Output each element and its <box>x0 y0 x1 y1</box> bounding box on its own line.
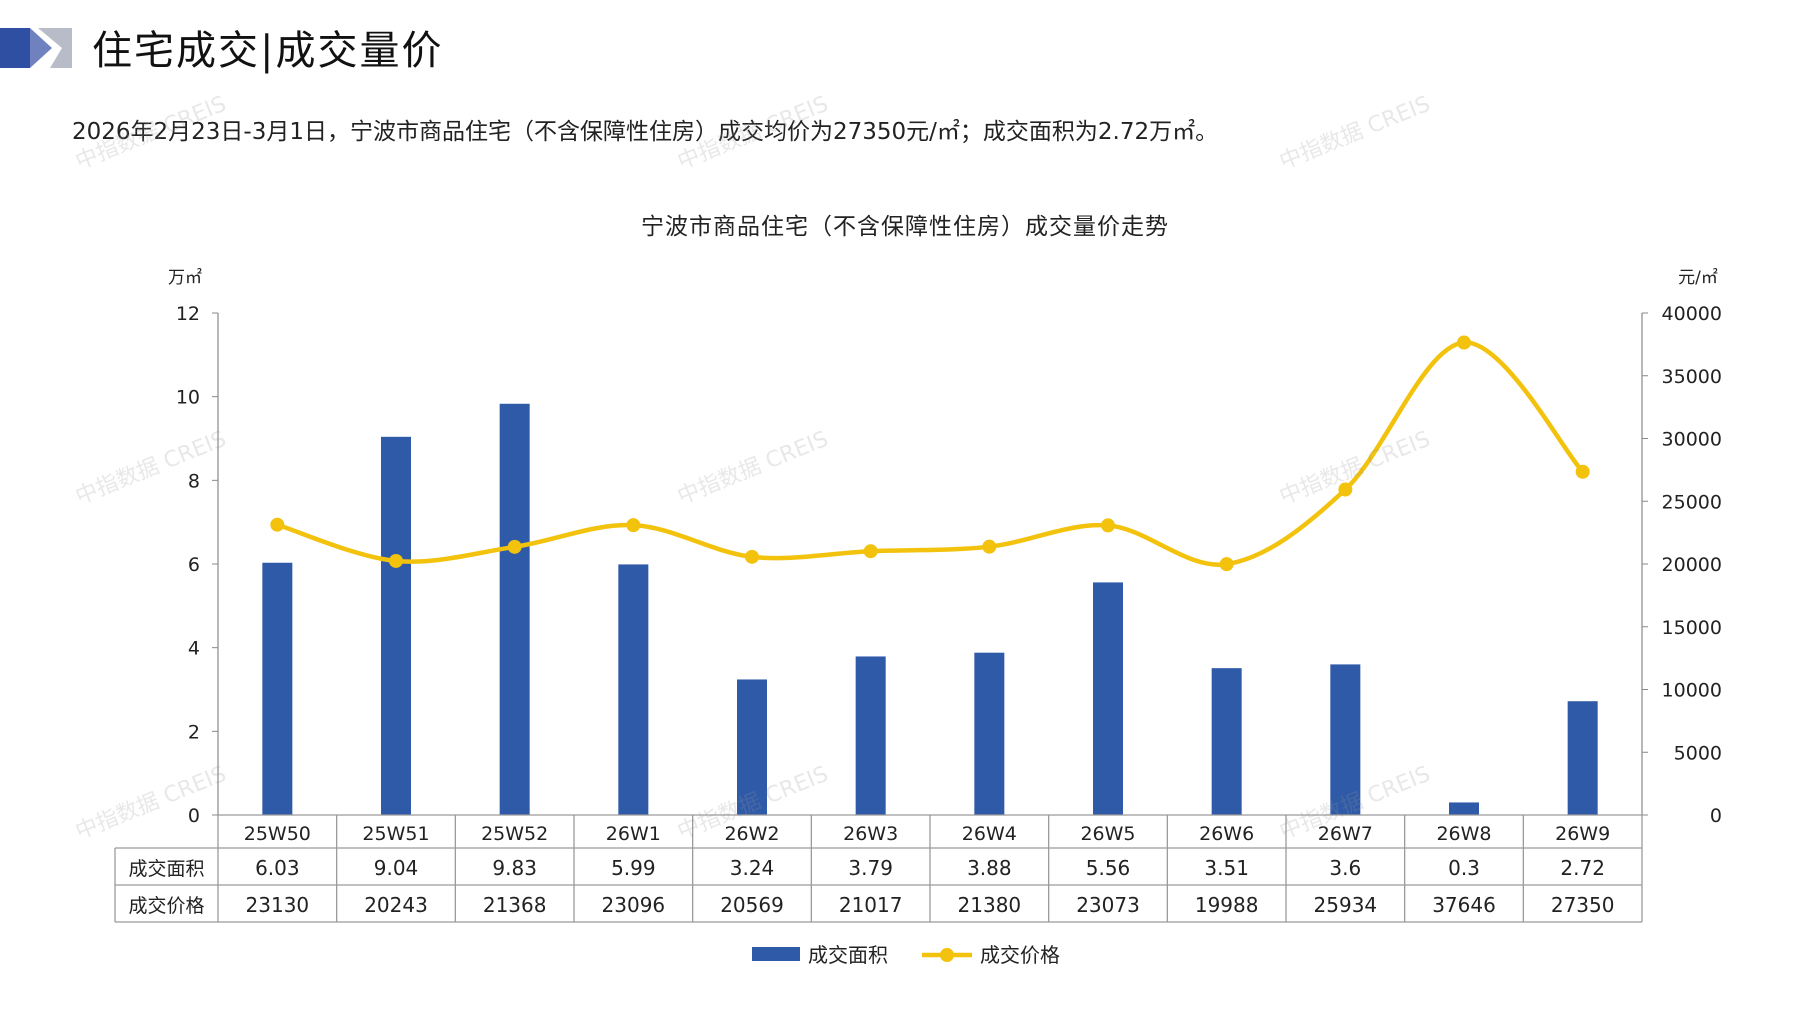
y-left-tick-label: 2 <box>188 721 200 743</box>
price-data-label: 23073 <box>1076 893 1140 917</box>
price-point <box>626 518 641 533</box>
area-data-label: 9.83 <box>492 856 537 880</box>
x-tick-label: 26W2 <box>724 823 779 845</box>
x-tick-label: 26W7 <box>1318 823 1373 845</box>
x-tick-label: 26W9 <box>1555 823 1610 845</box>
bar <box>381 436 411 815</box>
table-row-header: 成交价格 <box>128 895 204 917</box>
y-left-tick-label: 12 <box>176 303 200 325</box>
y-left-tick-label: 10 <box>176 387 200 409</box>
legend-bar-label: 成交面积 <box>808 943 888 967</box>
area-data-label: 2.72 <box>1560 856 1605 880</box>
price-point <box>270 517 285 532</box>
area-data-label: 0.3 <box>1448 856 1480 880</box>
x-tick-label: 26W4 <box>962 823 1017 845</box>
y-left-tick-label: 0 <box>188 805 200 827</box>
area-data-label: 9.04 <box>374 856 419 880</box>
y-right-tick-label: 40000 <box>1662 303 1722 325</box>
x-tick-label: 26W3 <box>843 823 898 845</box>
y-left-unit: 万㎡ <box>168 268 202 288</box>
table-row-header: 成交面积 <box>128 858 204 880</box>
x-tick-label: 25W52 <box>481 823 548 845</box>
x-tick-label: 25W51 <box>362 823 429 845</box>
bar <box>737 679 767 815</box>
price-data-label: 21017 <box>839 893 903 917</box>
y-right-tick-label: 15000 <box>1662 617 1722 639</box>
x-tick-label: 25W50 <box>244 823 311 845</box>
bar <box>499 403 530 815</box>
price-point <box>863 544 878 559</box>
y-right-tick-label: 35000 <box>1662 366 1722 388</box>
bar <box>974 652 1005 815</box>
price-point <box>507 539 522 554</box>
y-right-tick-label: 10000 <box>1662 680 1722 702</box>
price-data-label: 27350 <box>1551 893 1615 917</box>
area-data-label: 3.79 <box>848 856 893 880</box>
y-right-tick-label: 30000 <box>1662 429 1722 451</box>
y-right-unit: 元/㎡ <box>1678 268 1718 288</box>
price-data-label: 37646 <box>1432 893 1496 917</box>
legend-line-label: 成交价格 <box>980 943 1060 967</box>
x-tick-label: 26W5 <box>1080 823 1135 845</box>
area-data-label: 5.99 <box>611 856 656 880</box>
logo-light-block <box>38 28 72 68</box>
y-right-tick-label: 0 <box>1710 805 1722 827</box>
price-data-label: 19988 <box>1195 893 1259 917</box>
summary-text: 2026年2月23日-3月1日，宁波市商品住宅（不含保障性住房）成交均价为273… <box>72 119 1219 145</box>
price-data-label: 25934 <box>1314 893 1378 917</box>
price-point <box>1575 464 1590 479</box>
y-right-tick-label: 20000 <box>1662 554 1722 576</box>
price-point <box>745 549 759 564</box>
y-right-tick-label: 25000 <box>1662 491 1722 513</box>
price-data-label: 23130 <box>246 893 310 917</box>
y-left-tick-label: 6 <box>188 554 200 576</box>
price-data-label: 23096 <box>602 893 666 917</box>
y-right-tick-label: 5000 <box>1674 742 1722 764</box>
area-data-label: 6.03 <box>255 856 300 880</box>
y-left-tick-label: 8 <box>188 470 200 492</box>
bar <box>1567 701 1598 815</box>
area-data-label: 3.24 <box>730 856 775 880</box>
price-point <box>982 539 997 554</box>
price-data-label: 21380 <box>958 893 1022 917</box>
x-tick-label: 26W1 <box>606 823 661 845</box>
price-point <box>389 553 403 568</box>
price-line <box>276 340 1585 567</box>
bar <box>1211 668 1242 815</box>
legend-bar-swatch <box>752 947 800 961</box>
bar <box>1330 664 1361 815</box>
x-tick-label: 26W8 <box>1436 823 1491 845</box>
price-data-label: 21368 <box>483 893 547 917</box>
bar <box>1093 582 1123 815</box>
bar <box>262 562 293 815</box>
price-point <box>1101 518 1115 533</box>
price-data-label: 20243 <box>364 893 428 917</box>
area-data-label: 3.88 <box>967 856 1012 880</box>
bar <box>1449 802 1479 815</box>
area-data-label: 5.56 <box>1086 856 1131 880</box>
logo-mid-block <box>30 28 52 68</box>
logo-dark-block <box>0 28 30 68</box>
page-title: 住宅成交|成交量价 <box>92 28 444 74</box>
chart-title: 宁波市商品住宅（不含保障性住房）成交量价走势 <box>641 214 1169 240</box>
bar <box>618 564 649 815</box>
legend-line-marker <box>940 948 954 962</box>
brand-logo <box>0 28 72 68</box>
x-tick-label: 26W6 <box>1199 823 1254 845</box>
area-data-label: 3.6 <box>1329 856 1361 880</box>
price-data-label: 20569 <box>720 893 784 917</box>
price-point <box>1457 335 1471 350</box>
price-point <box>1338 482 1353 497</box>
y-left-tick-label: 4 <box>188 638 200 660</box>
price-point <box>1219 557 1234 572</box>
bar <box>855 656 886 815</box>
area-data-label: 3.51 <box>1204 856 1249 880</box>
